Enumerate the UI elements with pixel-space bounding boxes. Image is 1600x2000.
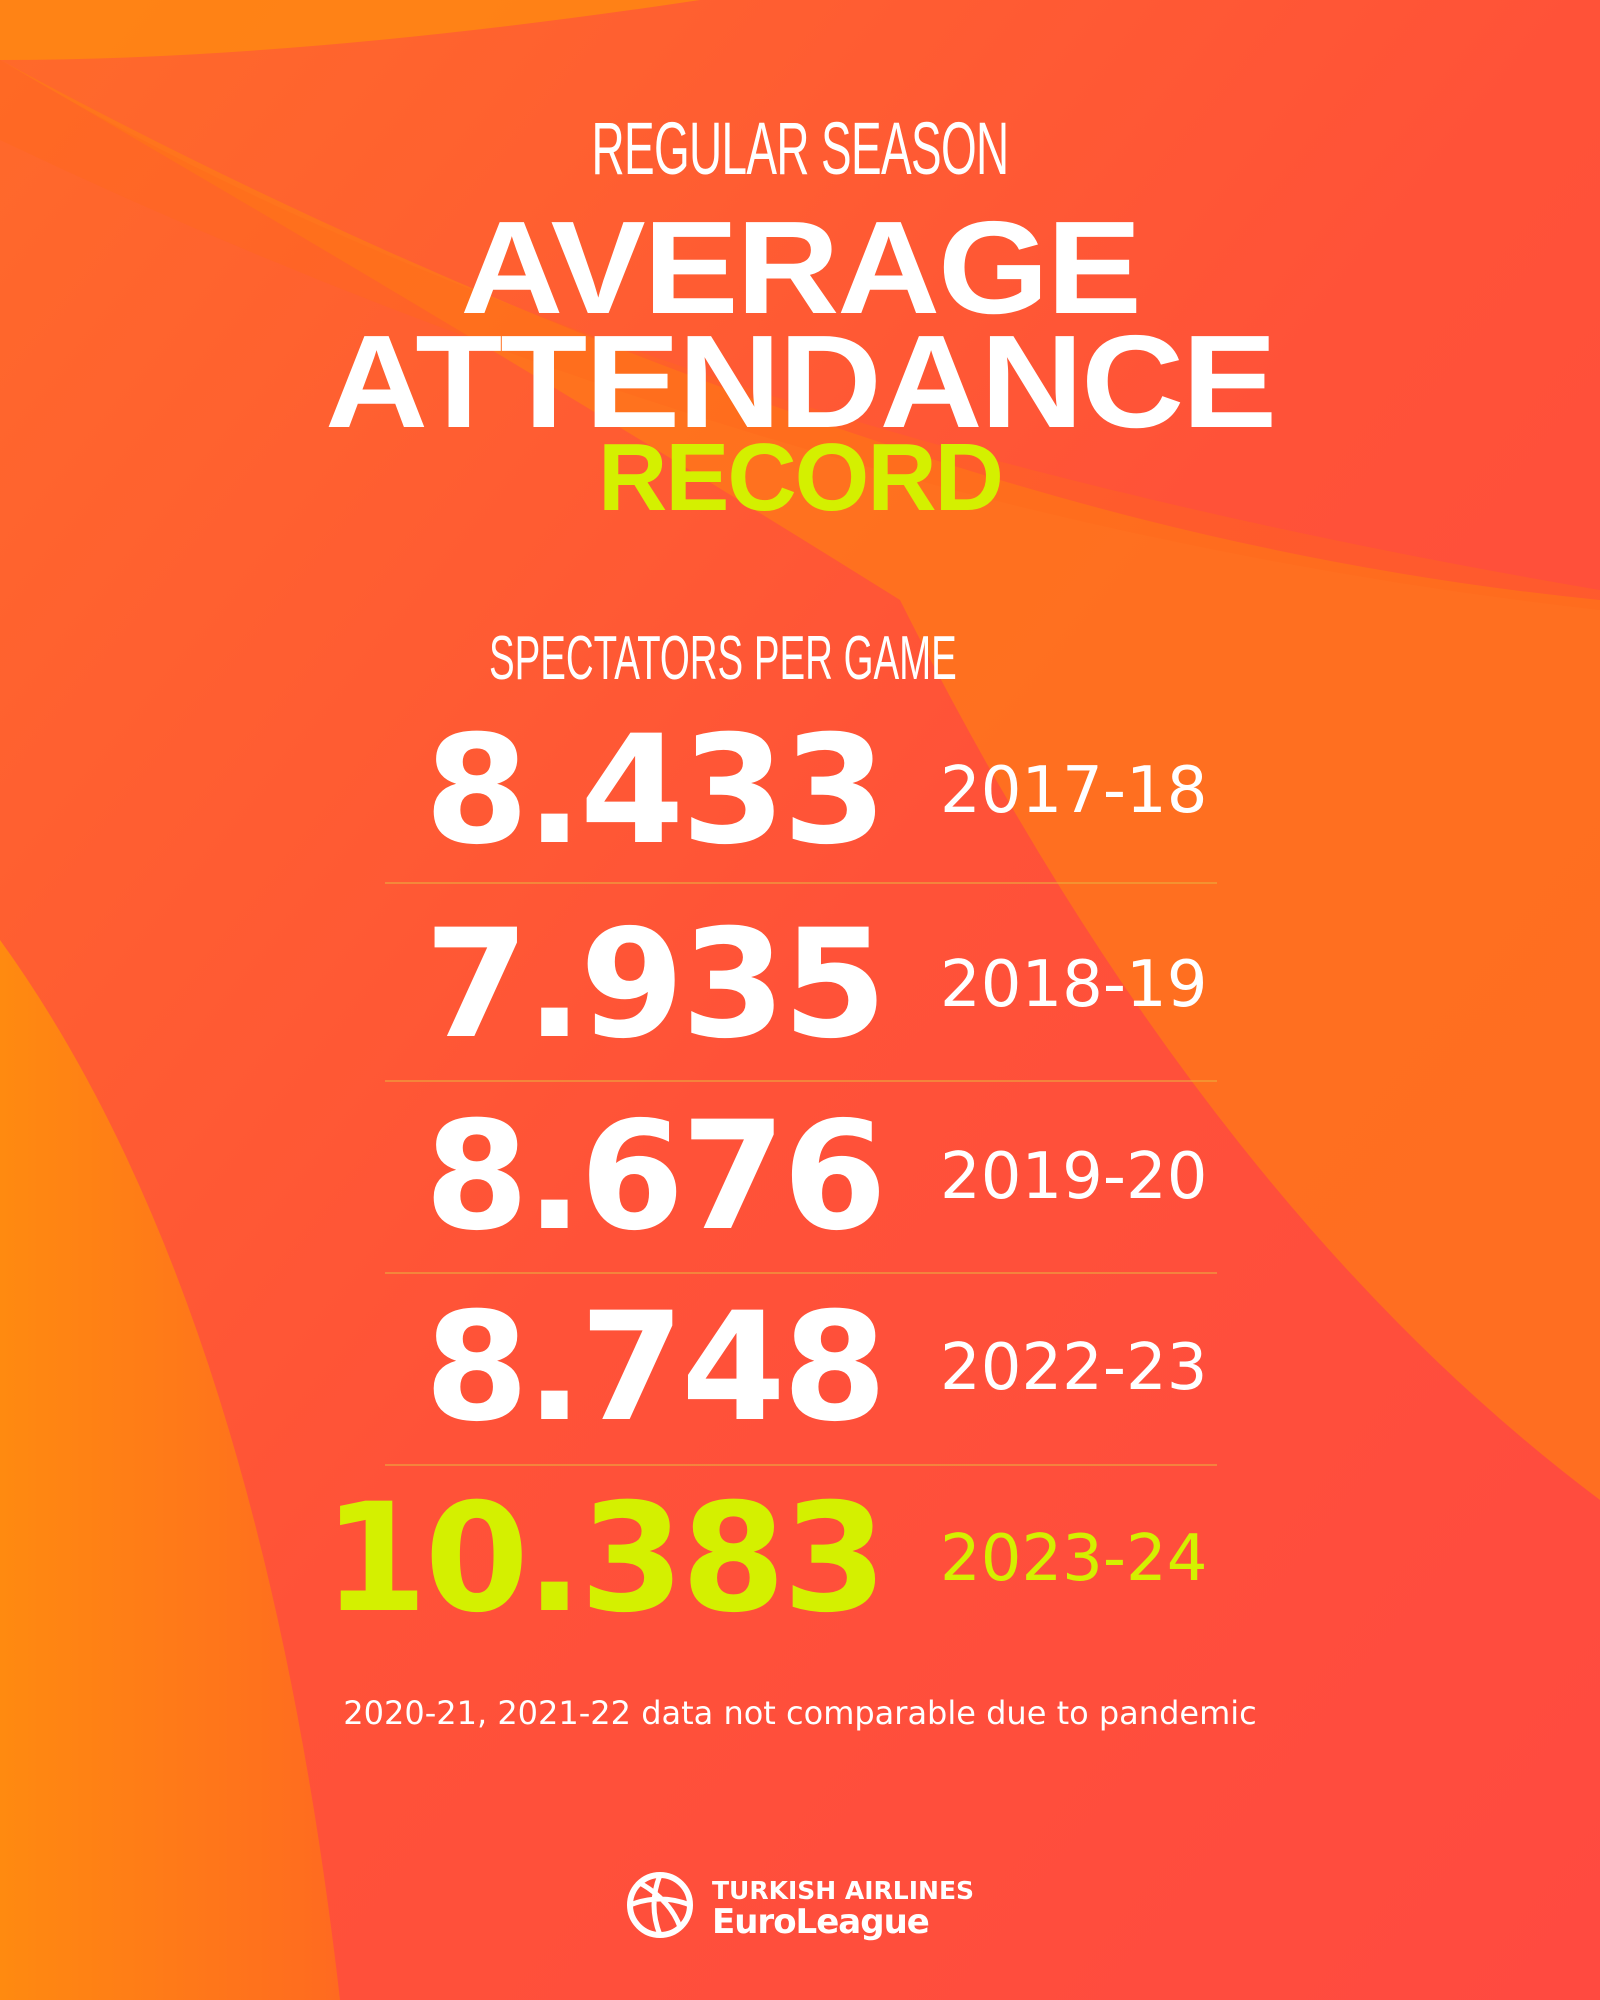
season: 2017-18 [940, 754, 1208, 828]
title: ATTENDANCE [325, 308, 1277, 455]
attendance-value: 7.935 [424, 898, 887, 1072]
bg-swoosh [0, 60, 1600, 1500]
bg-swoosh [0, 0, 700, 60]
logo-icon [627, 1872, 693, 1938]
logo-text: EuroLeague [712, 1902, 930, 1942]
title-highlight: RECORD [597, 424, 1004, 531]
season: 2022-23 [940, 1331, 1208, 1405]
logo-text: TURKISH AIRLINES [712, 1876, 975, 1905]
season: 2019-20 [940, 1140, 1208, 1214]
kicker: REGULAR SEASON [591, 107, 1009, 190]
attendance-value: 8.676 [424, 1090, 887, 1264]
attendance-value: 10.383 [323, 1472, 887, 1646]
season: 2023-24 [940, 1522, 1208, 1596]
footnote: 2020-21, 2021-22 data not comparable due… [343, 1694, 1257, 1732]
table-caption: SPECTATORS PER GAME [489, 624, 957, 693]
title: AVERAGE [460, 194, 1141, 341]
attendance-value: 8.433 [424, 704, 887, 878]
attendance-value: 8.748 [424, 1281, 887, 1455]
season: 2018-19 [940, 948, 1208, 1022]
bg-swoosh [0, 940, 340, 2000]
